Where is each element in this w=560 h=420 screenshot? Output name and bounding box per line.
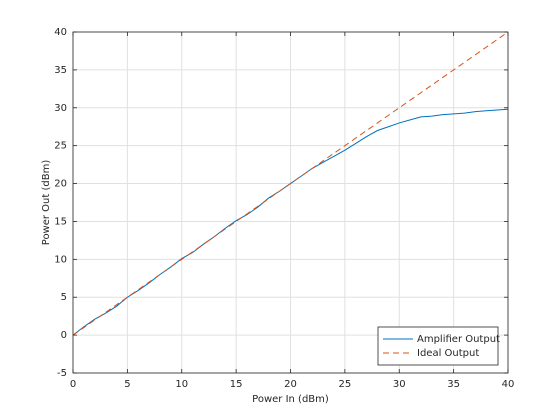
- y-tick-label: 15: [54, 216, 67, 227]
- y-tick-label: 5: [61, 292, 67, 303]
- plot-area: [72, 31, 509, 336]
- y-axis-label: Power Out (dBm): [41, 160, 52, 246]
- legend: Amplifier Output Ideal Output: [377, 326, 500, 366]
- y-tick-label: 10: [54, 254, 67, 265]
- y-tick-label: 0: [61, 330, 67, 341]
- y-tick-label: 40: [54, 27, 67, 38]
- x-tick-label: 35: [447, 379, 460, 390]
- series-line: [72, 31, 509, 336]
- y-tick-label: -5: [57, 368, 67, 379]
- x-tick-label: 0: [70, 379, 76, 390]
- legend-label: Amplifier Output: [417, 334, 500, 345]
- x-tick-label: 40: [502, 379, 515, 390]
- y-tick-label: 35: [54, 65, 67, 76]
- y-tick-label: 20: [54, 179, 67, 190]
- x-tick-label: 25: [339, 379, 352, 390]
- x-tick-label: 20: [284, 379, 297, 390]
- x-tick-label: 30: [393, 379, 406, 390]
- x-tick-label: 15: [230, 379, 243, 390]
- x-tick-label: 5: [124, 379, 130, 390]
- x-axis-label: Power In (dBm): [252, 394, 329, 405]
- legend-label: Ideal Output: [417, 348, 479, 359]
- legend-box: [377, 326, 499, 366]
- y-tick-label: 30: [54, 103, 67, 114]
- x-tick-label: 10: [175, 379, 188, 390]
- y-tick-label: 25: [54, 141, 67, 152]
